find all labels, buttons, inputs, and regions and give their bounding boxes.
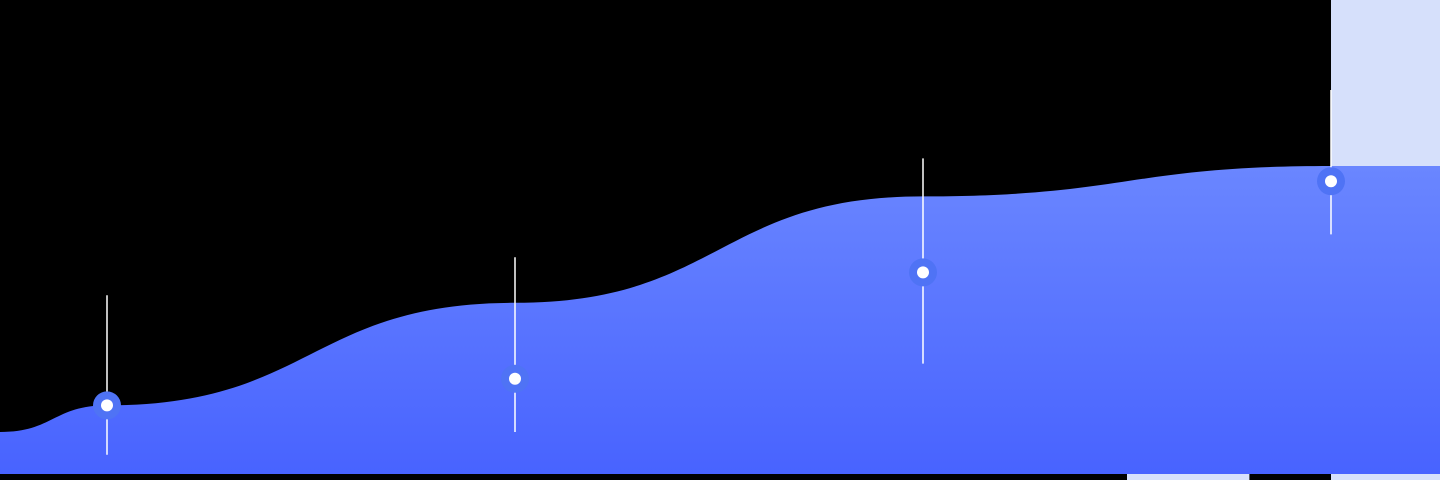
series-area (0, 166, 1440, 474)
markers (93, 167, 1345, 420)
marker-dot-0 (101, 399, 113, 412)
marker-dot-1 (509, 372, 521, 385)
marker-dot-3 (1325, 175, 1337, 188)
area-layer (0, 166, 1440, 474)
marker-dot-2 (917, 266, 929, 279)
